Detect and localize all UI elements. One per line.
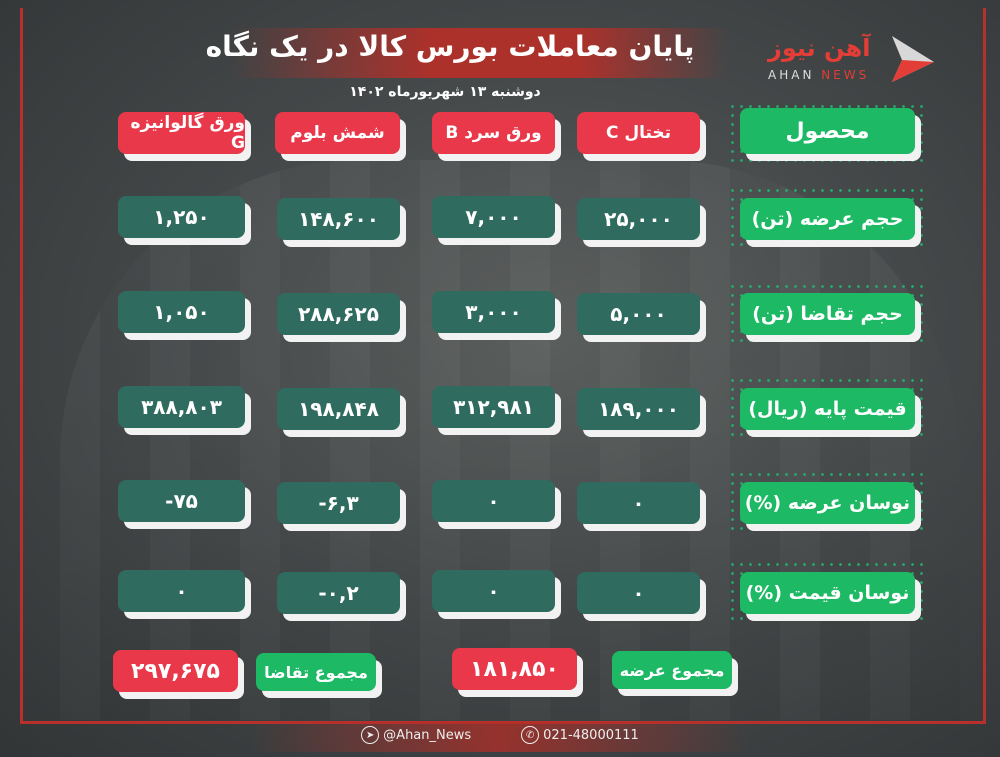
- value-cell: -۶,۳: [277, 482, 400, 524]
- product-header: ورق سرد B: [432, 112, 555, 154]
- phone-icon: ✆: [521, 726, 540, 744]
- value-text: -۶,۳: [318, 491, 359, 515]
- telegram-icon: ➤: [361, 726, 380, 744]
- value-text: ۰: [632, 581, 645, 605]
- total-supply-label: مجموع عرضه: [612, 651, 732, 689]
- phone-link[interactable]: ✆ 021-48000111: [521, 726, 639, 744]
- row-label: قیمت پایه (ریال): [740, 388, 915, 430]
- page-title: پایان معاملات بورس کالا در یک نگاه: [205, 30, 695, 63]
- title-band: [230, 28, 730, 78]
- header-product: محصول: [740, 108, 915, 154]
- paper-plane-logo-icon: [892, 36, 934, 82]
- value-text: ۰: [632, 491, 645, 515]
- value-text: ۳,۰۰۰: [465, 300, 522, 324]
- value-cell: ۱,۲۵۰: [118, 196, 245, 238]
- value-cell: ۱,۰۵۰: [118, 291, 245, 333]
- value-cell: ۰: [432, 480, 555, 522]
- row-label: حجم تقاضا (تن): [740, 293, 915, 335]
- logo-text-fa: آهن نیوز: [768, 34, 871, 62]
- value-text: ۵,۰۰۰: [610, 302, 667, 326]
- row-label: حجم عرضه (تن): [740, 198, 915, 240]
- ahan-news-logo: آهن نیوز AHAN NEWS: [760, 34, 940, 86]
- value-text: ۱۴۸,۶۰۰: [298, 207, 379, 231]
- value-cell: ۵,۰۰۰: [577, 293, 700, 335]
- logo-text-en: AHAN NEWS: [768, 68, 870, 82]
- product-header: ورق گالوانیزه G: [118, 112, 245, 154]
- value-cell: ۰: [118, 570, 245, 612]
- value-text: ۷,۰۰۰: [465, 205, 522, 229]
- value-cell: ۰: [577, 482, 700, 524]
- value-cell: ۱۸۹,۰۰۰: [577, 388, 700, 430]
- total-demand-label: مجموع تقاضا: [256, 653, 376, 691]
- footer-band: [250, 722, 750, 752]
- value-text: ۱۹۸,۸۴۸: [298, 397, 379, 421]
- value-text: ۱,۲۵۰: [153, 205, 210, 229]
- value-text: ۳۱۲,۹۸۱: [453, 395, 534, 419]
- value-cell: ۱۴۸,۶۰۰: [277, 198, 400, 240]
- product-header: تختال C: [577, 112, 700, 154]
- value-cell: ۳۸۸,۸۰۳: [118, 386, 245, 428]
- value-text: ۳۸۸,۸۰۳: [141, 395, 222, 419]
- value-text: ۰: [487, 489, 500, 513]
- value-text: ۱۸۹,۰۰۰: [598, 397, 679, 421]
- value-text: ۲۵,۰۰۰: [604, 207, 673, 231]
- footer: ➤ @Ahan_News ✆ 021-48000111: [300, 724, 700, 746]
- value-cell: ۲۸۸,۶۲۵: [277, 293, 400, 335]
- value-cell: ۱۹۸,۸۴۸: [277, 388, 400, 430]
- value-text: ۱,۰۵۰: [153, 300, 210, 324]
- row-label: نوسان عرضه (%): [740, 482, 915, 524]
- row-label: نوسان قیمت (%): [740, 572, 915, 614]
- value-cell: -۷۵: [118, 480, 245, 522]
- total-supply-value: ۱۸۱,۸۵۰: [452, 648, 577, 690]
- value-text: ۰: [487, 579, 500, 603]
- date-label: دوشنبه ۱۳ شهریورماه ۱۴۰۲: [349, 84, 541, 100]
- value-text: ۰: [175, 579, 188, 603]
- value-cell: ۰: [577, 572, 700, 614]
- value-text: ۲۸۸,۶۲۵: [298, 302, 379, 326]
- value-cell: ۳۱۲,۹۸۱: [432, 386, 555, 428]
- total-demand-value: ۲۹۷,۶۷۵: [113, 650, 238, 692]
- value-cell: ۰: [432, 570, 555, 612]
- value-cell: -۰,۲: [277, 572, 400, 614]
- value-text: -۷۵: [165, 489, 198, 513]
- value-cell: ۳,۰۰۰: [432, 291, 555, 333]
- value-text: -۰,۲: [318, 581, 359, 605]
- value-cell: ۲۵,۰۰۰: [577, 198, 700, 240]
- telegram-link[interactable]: ➤ @Ahan_News: [361, 726, 471, 744]
- value-cell: ۷,۰۰۰: [432, 196, 555, 238]
- product-header: شمش بلوم: [275, 112, 400, 154]
